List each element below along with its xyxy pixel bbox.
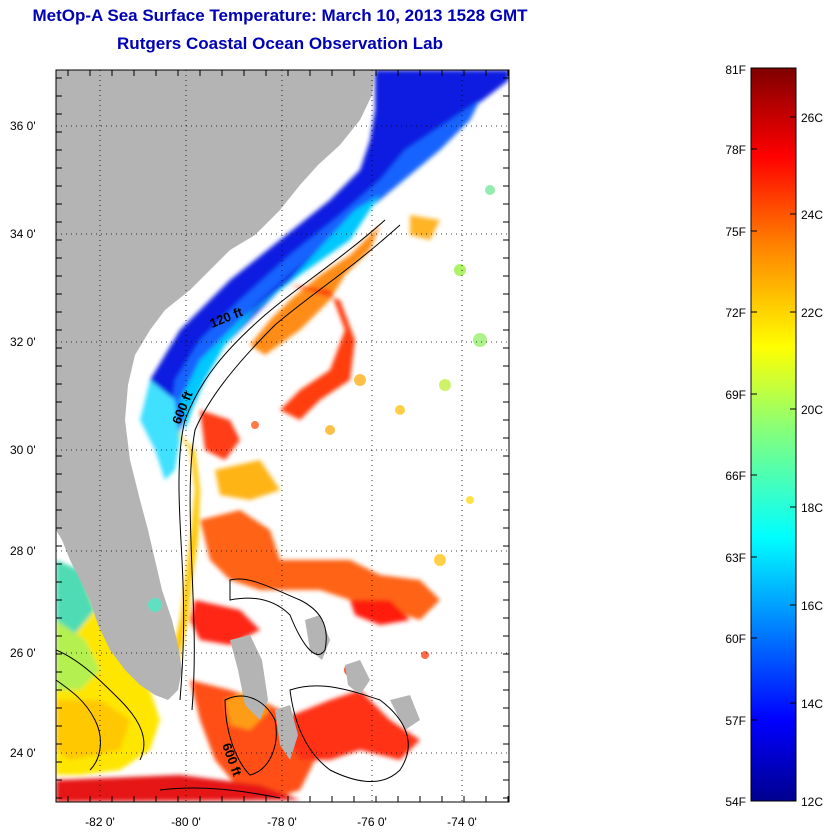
celsius-label: 26C [801, 111, 823, 125]
lat-label: 28 0' [10, 544, 36, 558]
gulf-of-mexico-water [56, 560, 160, 775]
map-frame [55, 69, 510, 803]
celsius-label: 14C [801, 697, 823, 711]
temperature-colorbar: 81F 78F 75F 72F 69F 66F 63F 60F 57F 54F … [725, 63, 823, 809]
fahrenheit-label: 63F [725, 551, 746, 565]
celsius-label: 16C [801, 599, 823, 613]
celsius-label: 20C [801, 403, 823, 417]
lat-label: 30 0' [10, 443, 36, 457]
fahrenheit-label: 81F [725, 63, 746, 77]
map-title: MetOp-A Sea Surface Temperature: March 1… [32, 6, 528, 25]
lon-label: -74 0' [447, 815, 477, 829]
fahrenheit-label: 60F [725, 632, 746, 646]
fahrenheit-label: 75F [725, 225, 746, 239]
graticule [56, 70, 509, 802]
colorbar-gradient [750, 67, 797, 802]
fahrenheit-label: 72F [725, 306, 746, 320]
bathymetry-contours [56, 219, 409, 799]
frame-ticks [56, 70, 509, 802]
lat-label: 34 0' [10, 227, 36, 241]
lat-label: 32 0' [10, 335, 36, 349]
fahrenheit-label: 66F [725, 469, 746, 483]
lon-label: -76 0' [357, 815, 387, 829]
fahrenheit-label: 78F [725, 143, 746, 157]
map-subtitle: Rutgers Coastal Ocean Observation Lab [117, 34, 443, 53]
celsius-label: 18C [801, 501, 823, 515]
lat-label: 24 0' [10, 746, 36, 760]
fahrenheit-label: 54F [725, 795, 746, 809]
land-mass [56, 70, 420, 760]
colorbar-ticks [751, 116, 796, 721]
fahrenheit-label: 57F [725, 714, 746, 728]
celsius-label: 22C [801, 306, 823, 320]
celsius-label: 24C [801, 208, 823, 222]
cold-coastal-water [140, 70, 509, 480]
lon-label: -80 0' [171, 815, 201, 829]
lat-label: 26 0' [10, 646, 36, 660]
map-area: 120 ft 600 ft 600 ft [56, 70, 509, 802]
lon-label: -78 0' [267, 815, 297, 829]
longitude-labels: -82 0' -80 0' -78 0' -76 0' -74 0' [85, 815, 477, 829]
fahrenheit-label: 69F [725, 388, 746, 402]
lat-label: 36 0' [10, 119, 36, 133]
lon-label: -82 0' [85, 815, 115, 829]
celsius-label: 12C [801, 795, 823, 809]
latitude-labels: 36 0' 34 0' 32 0' 30 0' 28 0' 26 0' 24 0… [10, 119, 36, 760]
